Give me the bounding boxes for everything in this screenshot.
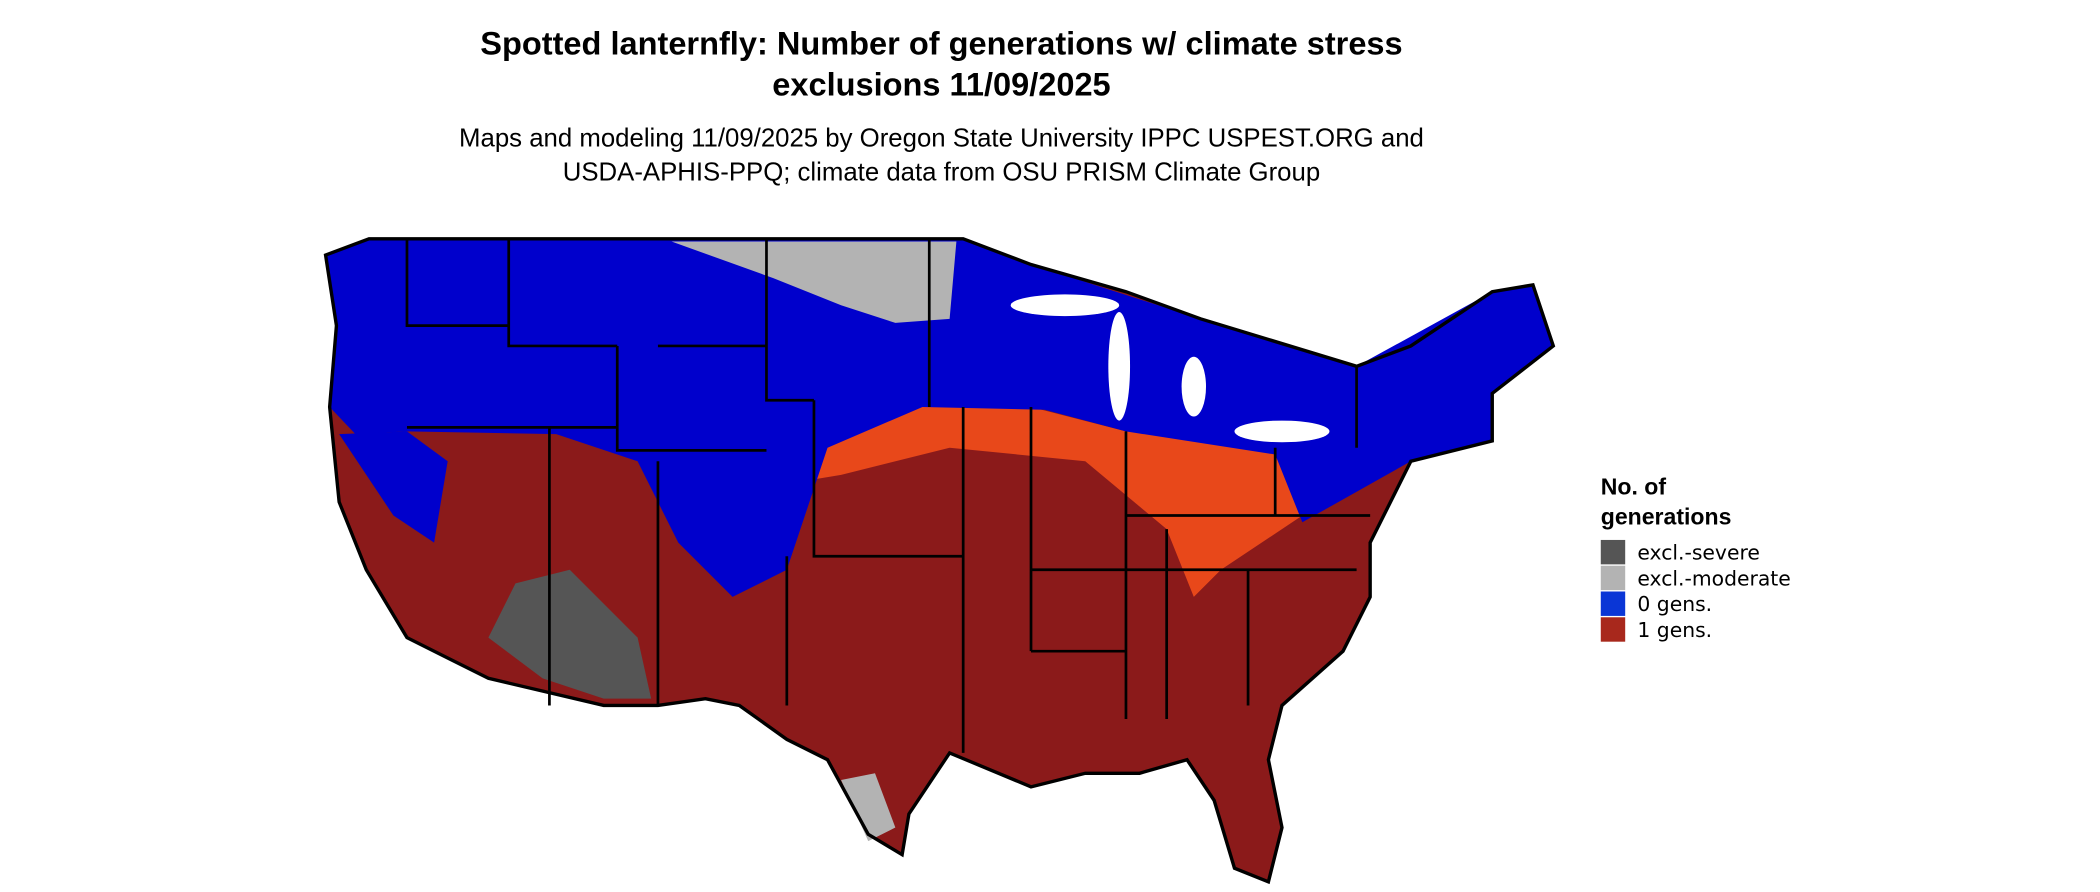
legend-swatch <box>1600 617 1626 642</box>
legend-title: No. of <box>1601 473 1667 499</box>
legend-swatch <box>1600 539 1626 565</box>
legend: No. of generations excl.-severeexcl.-mod… <box>1600 473 1791 642</box>
legend-label: 1 gens. <box>1637 618 1712 642</box>
legend-label: excl.-severe <box>1637 541 1760 565</box>
title: exclusions 11/09/2025 <box>772 66 1110 102</box>
legend-label: 0 gens. <box>1637 592 1712 616</box>
title: Spotted lanternfly: Number of generation… <box>480 26 1402 62</box>
us-map <box>323 237 1556 885</box>
legend-label: excl.-moderate <box>1637 566 1790 590</box>
subtitle: USDA-APHIS-PPQ; climate data from OSU PR… <box>563 158 1320 186</box>
legend-title: generations <box>1601 503 1732 529</box>
legend-swatch <box>1600 591 1626 616</box>
subtitle: Maps and modeling 11/09/2025 by Oregon S… <box>459 125 1424 153</box>
legend-swatch <box>1600 565 1626 591</box>
